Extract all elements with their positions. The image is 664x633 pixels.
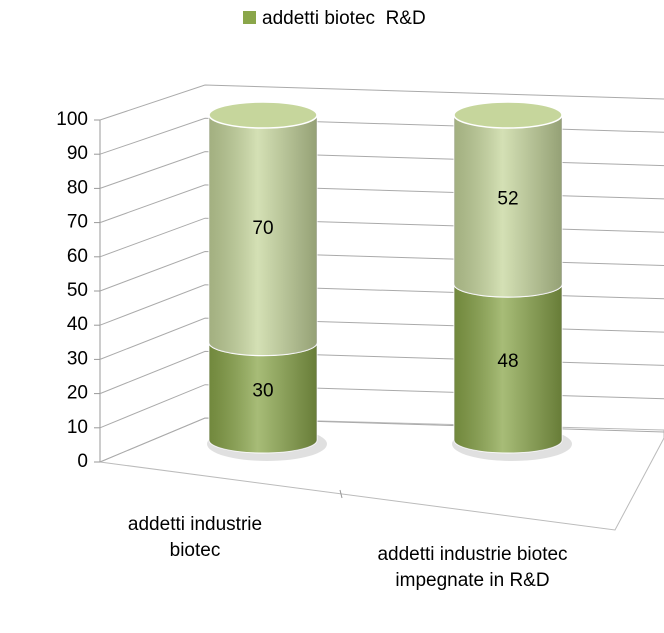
grid-line — [99, 117, 664, 155]
cylinder-top — [208, 101, 318, 129]
y-tick-label: 100 — [56, 109, 88, 130]
grid-line — [99, 184, 664, 224]
x-tick-label: addetti industrie biotec — [127, 514, 263, 561]
cylinder-segment: 70 — [208, 101, 318, 356]
cylinder-segment: 48 — [453, 270, 563, 454]
legend-label: addetti biotec R&D — [262, 8, 426, 29]
grid-line — [99, 217, 664, 258]
legend: addetti biotec R&D — [243, 8, 426, 29]
y-tick-label: 60 — [67, 246, 88, 267]
y-tick-label: 80 — [67, 177, 88, 198]
cylinder-shade — [454, 284, 562, 453]
floor-tick — [339, 489, 343, 499]
value-label: 52 — [497, 189, 518, 210]
y-tick-label: 10 — [67, 417, 88, 438]
value-label: 30 — [252, 380, 273, 401]
cylinder-shade — [209, 342, 317, 453]
grid-line — [99, 250, 664, 292]
grid-line — [99, 350, 664, 395]
y-tick-label: 20 — [67, 383, 88, 404]
y-tick-label: 90 — [67, 143, 88, 164]
value-label: 48 — [497, 351, 518, 372]
cylinder-shade — [209, 115, 317, 356]
value-label: 70 — [252, 218, 273, 239]
grid-line — [99, 384, 664, 429]
x-tick-label: addetti industrie biotec impegnate in R&… — [377, 544, 568, 591]
y-tick-label: 50 — [67, 280, 88, 301]
grid-line — [99, 151, 664, 189]
y-tick-label: 40 — [67, 314, 88, 335]
y-tick-label: 70 — [67, 212, 88, 233]
y-tick-label: 30 — [67, 348, 88, 369]
cylinder-shade — [454, 115, 562, 297]
cylinder-segment: 52 — [453, 101, 563, 298]
grid-line — [99, 84, 664, 121]
grid-line — [99, 284, 664, 326]
grid-line — [99, 317, 664, 360]
y-tick-label: 0 — [77, 451, 88, 472]
cylinder-top — [453, 101, 563, 129]
legend-swatch — [243, 11, 256, 24]
